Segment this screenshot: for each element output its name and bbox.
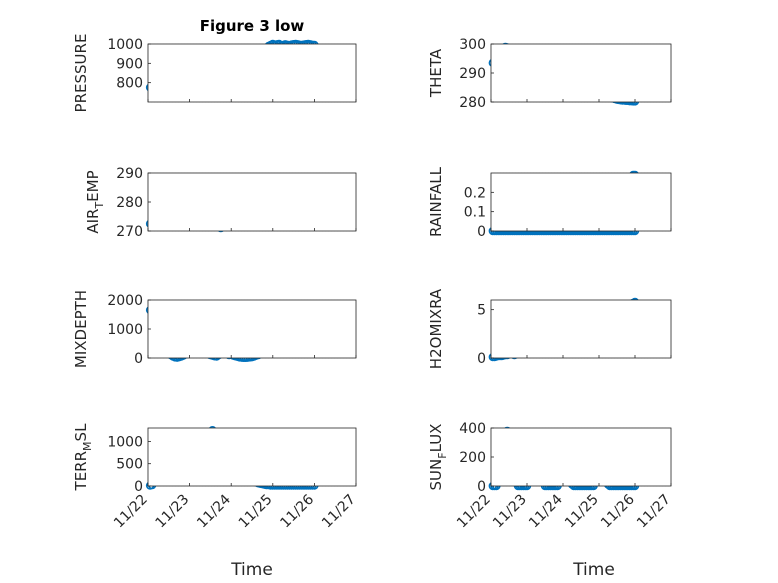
subplot-h2omixra: 0 5 H2OMIXRA [427, 288, 672, 369]
y-tick-label: 300 [459, 37, 486, 53]
y-tick-label: 0.1 [464, 205, 486, 221]
y-tick-label: 280 [116, 195, 143, 211]
x-tick-label: 11/24 [526, 491, 566, 531]
axes-box [490, 172, 672, 232]
x-tick-label: 11/22 [454, 492, 494, 532]
y-tick-label: 2000 [107, 293, 143, 309]
x-tick-label: 11/26 [598, 491, 638, 531]
y-tick-label: 0 [477, 351, 486, 367]
y-axis-label: THETA [427, 48, 445, 98]
x-tick-label: 11/25 [236, 492, 276, 532]
subplot-terr_msl: 0 500 1000 11/22 11/23 11/24 11/25 11/26 11/27 TE… [72, 423, 359, 531]
x-axis-label-right: Time [572, 560, 615, 580]
y-tick-label: 800 [116, 76, 143, 92]
y-axis-label: SUNFLUX [427, 424, 449, 491]
y-tick-label: 0 [134, 479, 143, 495]
x-axis-label-left: Time [230, 560, 273, 580]
x-tick-label: 11/25 [562, 492, 602, 532]
y-tick-label: 1000 [107, 37, 143, 53]
y-tick-label: 0 [477, 479, 486, 495]
axes-box [490, 427, 672, 487]
x-tick-label: 11/22 [111, 492, 151, 532]
y-tick-label: 1000 [107, 322, 143, 338]
x-tick-label: 11/23 [490, 492, 530, 532]
y-tick-label: 280 [459, 95, 486, 111]
x-tick-label: 11/27 [634, 492, 674, 532]
y-axis-label: AIRTEMP [84, 170, 106, 233]
x-tick-label: 11/26 [277, 491, 317, 531]
figure-title: Figure 3 low [200, 17, 305, 35]
y-tick-label: 200 [459, 450, 486, 466]
axes-box [490, 299, 672, 359]
y-axis-label: H2OMIXRA [427, 288, 445, 369]
x-tick-label: 11/27 [319, 492, 359, 532]
y-axis-label: TERRMSL [72, 423, 94, 492]
subplot-grid: 800 900 1000 PRESSURE 280 290 300 THETA 270 280 29… [72, 34, 674, 532]
y-axis-label: MIXDEPTH [72, 290, 90, 368]
axes-box [490, 43, 672, 103]
subplot-pressure: 800 900 1000 PRESSURE [72, 34, 357, 113]
y-axis-label: PRESSURE [72, 34, 90, 113]
x-tick-label: 11/23 [153, 492, 193, 532]
axes-box [147, 172, 357, 232]
y-tick-label: 270 [116, 224, 143, 240]
axes-box [147, 427, 357, 487]
y-tick-label: 1000 [107, 434, 143, 450]
subplot-air_temp: 270 280 290 AIRTEMP [84, 166, 357, 240]
axes-box [147, 43, 357, 103]
subplot-rainfall: 0 0.1 0.2 RAINFALL [427, 166, 672, 240]
y-tick-label: 290 [116, 166, 143, 182]
y-tick-label: 5 [477, 303, 486, 319]
y-tick-label: 900 [116, 56, 143, 72]
axes-box [147, 299, 357, 359]
y-tick-label: 0 [134, 351, 143, 367]
y-tick-label: 0.2 [464, 185, 486, 201]
subplot-theta: 280 290 300 THETA [427, 37, 672, 111]
x-tick-label: 11/24 [194, 491, 234, 531]
y-tick-label: 0 [477, 224, 486, 240]
y-tick-label: 400 [459, 421, 486, 437]
y-tick-label: 500 [116, 457, 143, 473]
subplot-mixdepth: 0 1000 2000 MIXDEPTH [72, 290, 357, 368]
y-tick-label: 290 [459, 66, 486, 82]
y-axis-label: RAINFALL [427, 166, 445, 237]
